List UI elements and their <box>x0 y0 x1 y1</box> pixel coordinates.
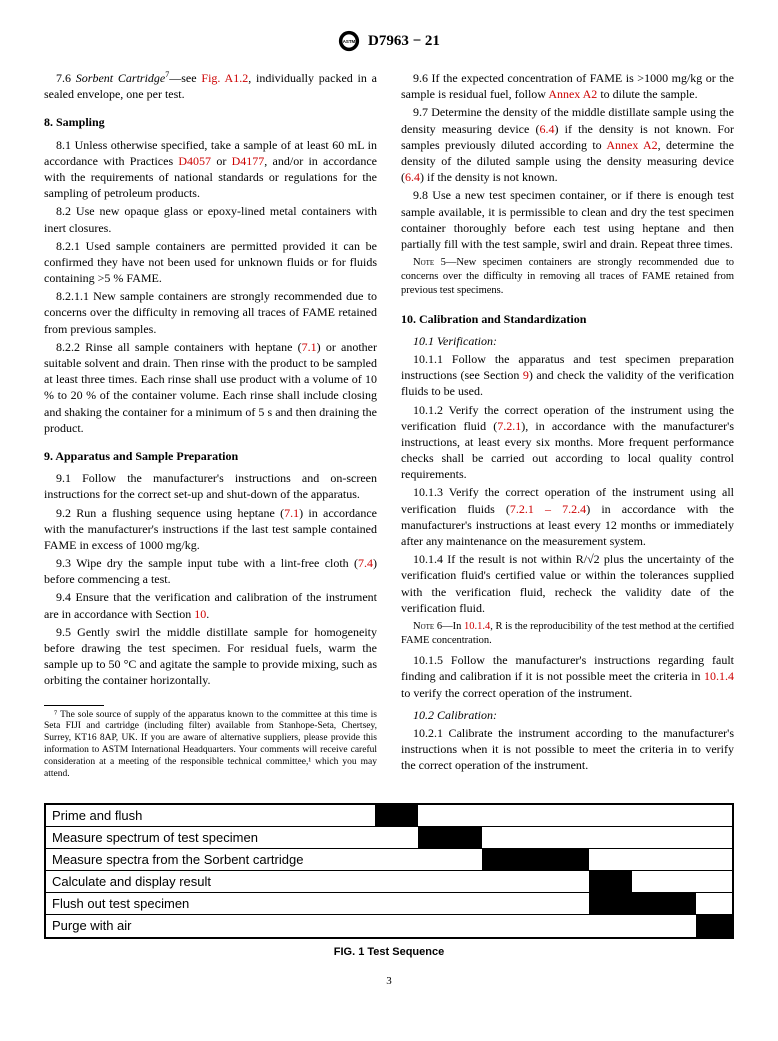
figure-row-bars <box>375 915 732 937</box>
section-10-title: 10. Calibration and Standardization <box>401 311 734 327</box>
para-10-1-3: 10.1.3 Verify the correct operation of t… <box>401 484 734 549</box>
xref-10[interactable]: 10 <box>194 607 206 621</box>
footnote-rule <box>44 705 104 706</box>
figure-row-bars <box>375 827 732 848</box>
figure-row: Prime and flush <box>46 805 732 827</box>
doc-designation: D7963 − 21 <box>368 31 440 51</box>
astm-logo-icon: ASTM <box>338 30 360 52</box>
note-5: Note 5—New specimen containers are stron… <box>401 256 734 299</box>
figure-row: Measure spectra from the Sorbent cartrid… <box>46 849 732 871</box>
para-7-6: 7.6 Sorbent Cartridge7—see Fig. A1.2, in… <box>44 70 377 102</box>
section-8-title: 8. Sampling <box>44 114 377 130</box>
footnote-7: ⁷ The sole source of supply of the appar… <box>44 710 377 781</box>
xref-10-1-4-b[interactable]: 10.1.4 <box>704 669 734 683</box>
para-9-4: 9.4 Ensure that the verification and cal… <box>44 589 377 621</box>
para-9-6: 9.6 If the expected concentration of FAM… <box>401 70 734 102</box>
figure-row-label: Flush out test specimen <box>46 893 375 914</box>
xref-annex-a2-b[interactable]: Annex A2 <box>606 138 657 152</box>
doc-header: ASTM D7963 − 21 <box>44 30 734 52</box>
figure-row-bars <box>375 893 732 914</box>
para-8-1: 8.1 Unless otherwise specified, take a s… <box>44 137 377 202</box>
xref-7-1-a[interactable]: 7.1 <box>302 340 317 354</box>
figure-row-label: Measure spectra from the Sorbent cartrid… <box>46 849 375 870</box>
page-number: 3 <box>44 974 734 989</box>
para-10-2: 10.2 Calibration: <box>401 707 734 723</box>
figure-row-bars <box>375 871 732 892</box>
gantt-bar <box>375 805 418 826</box>
para-8-2-1: 8.2.1 Used sample containers are permitt… <box>44 238 377 287</box>
para-9-3: 9.3 Wipe dry the sample input tube with … <box>44 555 377 587</box>
xref-10-1-4-a[interactable]: 10.1.4 <box>464 621 490 632</box>
figure-row-label: Calculate and display result <box>46 871 375 892</box>
xref-d4057[interactable]: D4057 <box>178 154 211 168</box>
xref-7-2-1[interactable]: 7.2.1 <box>497 419 521 433</box>
xref-7-1-b[interactable]: 7.1 <box>284 506 299 520</box>
figure-row: Measure spectrum of test specimen <box>46 827 732 849</box>
para-9-5: 9.5 Gently swirl the middle distillate s… <box>44 624 377 689</box>
note-6: Note 6—In 10.1.4, R is the reproducibili… <box>401 620 734 648</box>
figure-row: Calculate and display result <box>46 871 732 893</box>
svg-text:ASTM: ASTM <box>343 39 356 44</box>
figure-row: Purge with air <box>46 915 732 937</box>
xref-7-2-1-to-7-2-4[interactable]: 7.2.1 – 7.2.4 <box>510 502 586 516</box>
figure-1-wrap: Prime and flushMeasure spectrum of test … <box>44 803 734 960</box>
para-9-7: 9.7 Determine the density of the middle … <box>401 104 734 185</box>
xref-7-4[interactable]: 7.4 <box>358 556 373 570</box>
two-column-body: 7.6 Sorbent Cartridge7—see Fig. A1.2, in… <box>44 70 734 781</box>
xref-annex-a2-a[interactable]: Annex A2 <box>548 87 597 101</box>
gantt-bar <box>589 893 696 914</box>
para-8-2: 8.2 Use new opaque glass or epoxy-lined … <box>44 203 377 235</box>
figure-row-bars <box>375 805 732 826</box>
para-10-1-4: 10.1.4 If the result is not within R/√2 … <box>401 551 734 616</box>
gantt-bar <box>418 827 482 848</box>
figure-row-bars <box>375 849 732 870</box>
footnote-block: ⁷ The sole source of supply of the appar… <box>44 705 377 781</box>
para-10-2-1: 10.2.1 Calibrate the instrument accordin… <box>401 725 734 774</box>
para-10-1-5: 10.1.5 Follow the manufacturer's instruc… <box>401 652 734 701</box>
xref-6-4-b[interactable]: 6.4 <box>405 170 420 184</box>
para-9-2: 9.2 Run a flushing sequence using heptan… <box>44 505 377 554</box>
para-10-1: 10.1 Verification: <box>401 333 734 349</box>
gantt-bar <box>696 915 732 937</box>
section-9-title: 9. Apparatus and Sample Preparation <box>44 448 377 464</box>
para-9-8: 9.8 Use a new test specimen container, o… <box>401 187 734 252</box>
xref-fig-a1-2[interactable]: Fig. A1.2 <box>201 71 248 85</box>
gantt-bar <box>589 871 632 892</box>
gantt-bar <box>482 849 589 870</box>
xref-6-4-a[interactable]: 6.4 <box>539 122 554 136</box>
para-10-1-2: 10.1.2 Verify the correct operation of t… <box>401 402 734 483</box>
figure-row-label: Measure spectrum of test specimen <box>46 827 375 848</box>
figure-row-label: Prime and flush <box>46 805 375 826</box>
figure-1-chart: Prime and flushMeasure spectrum of test … <box>44 803 734 939</box>
para-9-1: 9.1 Follow the manufacturer's instructio… <box>44 470 377 502</box>
figure-row: Flush out test specimen <box>46 893 732 915</box>
figure-row-label: Purge with air <box>46 915 375 937</box>
para-8-2-1-1: 8.2.1.1 New sample containers are strong… <box>44 288 377 337</box>
para-8-2-2: 8.2.2 Rinse all sample containers with h… <box>44 339 377 436</box>
para-10-1-1: 10.1.1 Follow the apparatus and test spe… <box>401 351 734 400</box>
xref-d4177[interactable]: D4177 <box>232 154 265 168</box>
figure-1-caption: FIG. 1 Test Sequence <box>44 945 734 960</box>
